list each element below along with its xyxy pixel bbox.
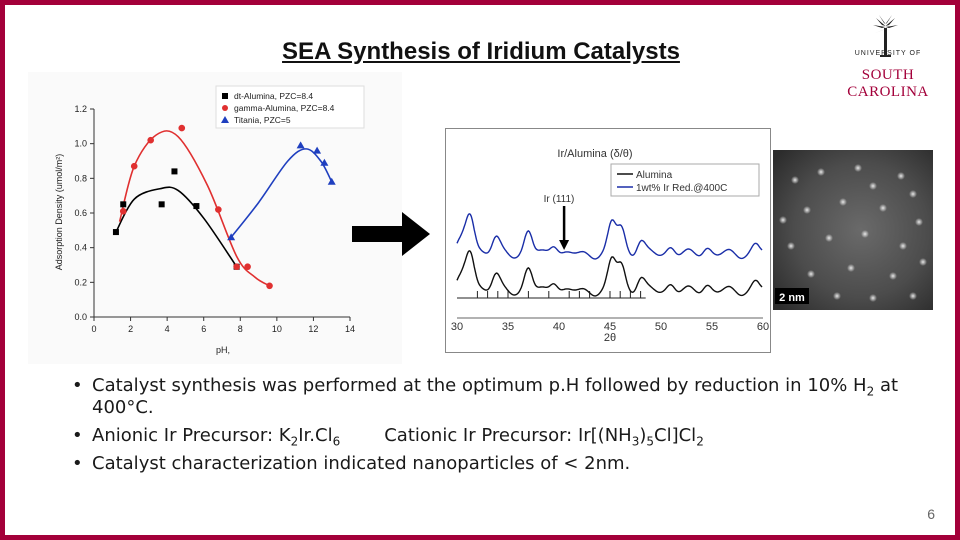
tem-scale-label: 2 nm — [779, 292, 805, 304]
data-point — [313, 146, 322, 154]
data-point — [178, 124, 186, 132]
adsorption-chart-axes: 0 2 4 6 8 10 12 14 0.0 0.2 0.4 0.6 0.8 1.0 1.2 — [74, 104, 355, 334]
xrd-chart-body: 30 35 40 45 50 55 60 — [451, 206, 769, 333]
y-tick-label: 1.2 — [74, 104, 87, 114]
nanoparticle — [909, 190, 917, 198]
nanoparticle — [879, 204, 887, 212]
nanoparticle — [803, 206, 811, 214]
nanoparticle — [791, 176, 799, 184]
data-point — [233, 263, 240, 271]
palmetto-tree-icon — [873, 15, 898, 57]
nanoparticle — [861, 230, 869, 238]
nanoparticle — [897, 172, 905, 180]
x-tick-label: 10 — [272, 324, 282, 334]
x-tick-label: 50 — [655, 321, 667, 333]
xrd-chart: 30 35 40 45 50 55 60 Ir/Alumina (δ/θ) Ir (111)… — [445, 128, 771, 353]
adsorption-chart-legend: dt-Alumina, PZC=8.4 gamma-Alumina, PZC=8.… — [215, 85, 365, 129]
x-tick-label: 12 — [308, 324, 318, 334]
nanoparticle — [919, 258, 927, 266]
legend-entry: dt-Alumina, PZC=8.4 — [234, 91, 313, 101]
tem-image: 2 nm — [773, 150, 933, 310]
adsorption-chart-points — [112, 124, 336, 290]
x-tick-label: 30 — [451, 321, 463, 333]
data-point — [244, 263, 251, 271]
data-point — [266, 282, 273, 290]
data-point — [130, 162, 138, 170]
legend-entry: gamma-Alumina, PZC=8.4 — [234, 103, 335, 113]
nanoparticle — [869, 294, 877, 302]
data-point — [193, 203, 200, 210]
x-tick-label: 55 — [706, 321, 718, 333]
bullet-characterization: Catalyst characterization indicated nano… — [70, 453, 900, 475]
x-tick-label: 2 — [128, 324, 133, 334]
x-tick-label: 35 — [502, 321, 514, 333]
x-tick-label: 4 — [165, 324, 170, 334]
nanoparticle — [869, 182, 877, 190]
x-tick-label: 40 — [553, 321, 565, 333]
fit-curve — [230, 148, 333, 238]
xrd-line-alumina — [456, 249, 763, 297]
logo-line1: UNIVERSITY OF — [854, 50, 922, 57]
nanoparticle — [807, 270, 815, 278]
logo-line2: SOUTH CAROLINA — [847, 67, 929, 100]
data-point — [119, 207, 127, 215]
x-tick-label: 14 — [345, 324, 355, 334]
xrd-annotation-ir111: Ir (111) — [544, 194, 575, 205]
x-tick-label: 0 — [91, 324, 96, 334]
right-arrow-icon — [352, 212, 430, 256]
nanoparticle — [915, 218, 923, 226]
x-tick-label: 8 — [238, 324, 243, 334]
university-logo: UNIVERSITY OF SOUTH CAROLINA — [826, 14, 950, 100]
adsorption-chart-ylabel: Adsorption Density (umol/m²) — [54, 154, 64, 271]
xrd-line-ir — [456, 212, 763, 260]
legend-entry: Alumina — [636, 170, 673, 181]
nanoparticle — [909, 292, 917, 300]
xrd-chart-legend: Alumina 1wt% Ir Red.@400C — [610, 163, 760, 197]
nanoparticle — [839, 198, 847, 206]
tem-nanoparticles — [779, 164, 927, 302]
nanoparticle — [825, 234, 833, 242]
nanoparticle — [847, 264, 855, 272]
data-point — [296, 141, 305, 149]
nanoparticle — [787, 242, 795, 250]
x-tick-label: 6 — [201, 324, 206, 334]
bullet-synthesis: Catalyst synthesis was performed at the … — [70, 375, 900, 419]
legend-entry: 1wt% Ir Red.@400C — [636, 183, 727, 194]
nanoparticle — [899, 242, 907, 250]
data-point — [327, 177, 336, 185]
y-tick-label: 0.6 — [74, 208, 87, 218]
data-point — [215, 206, 222, 213]
y-tick-label: 0.0 — [74, 312, 87, 322]
nanoparticle — [854, 164, 862, 172]
data-point — [112, 229, 119, 236]
xrd-chart-title: Ir/Alumina (δ/θ) — [557, 148, 632, 160]
bullet-list: Catalyst synthesis was performed at the … — [70, 375, 900, 481]
page-number: 6 — [927, 506, 935, 522]
nanoparticle — [817, 168, 825, 176]
x-tick-label: 60 — [757, 321, 769, 333]
y-tick-label: 0.8 — [74, 173, 87, 183]
data-point — [320, 158, 329, 166]
adsorption-chart-curves — [115, 130, 333, 287]
data-point — [120, 201, 127, 208]
slide-title: SEA Synthesis of Iridium Catalysts — [282, 38, 680, 65]
nanoparticle — [833, 292, 841, 300]
adsorption-chart-xlabel: pH, — [216, 345, 230, 355]
adsorption-chart: 0 2 4 6 8 10 12 14 0.0 0.2 0.4 0.6 0.8 1.0 1.2 dt-Alum… — [28, 72, 402, 364]
y-tick-label: 1.0 — [74, 139, 87, 149]
data-point — [171, 168, 178, 175]
nanoparticle — [779, 216, 787, 224]
data-point — [147, 136, 154, 144]
x-tick-label: 45 — [604, 321, 616, 333]
data-point — [158, 201, 165, 208]
fit-curve — [115, 186, 238, 268]
xrd-chart-xlabel: 2θ — [604, 332, 616, 344]
legend-entry: Titania, PZC=5 — [234, 115, 291, 125]
nanoparticle — [889, 272, 897, 280]
y-tick-label: 0.2 — [74, 277, 87, 287]
y-tick-label: 0.4 — [74, 243, 87, 253]
data-point — [227, 233, 236, 241]
fit-curve — [118, 130, 270, 287]
